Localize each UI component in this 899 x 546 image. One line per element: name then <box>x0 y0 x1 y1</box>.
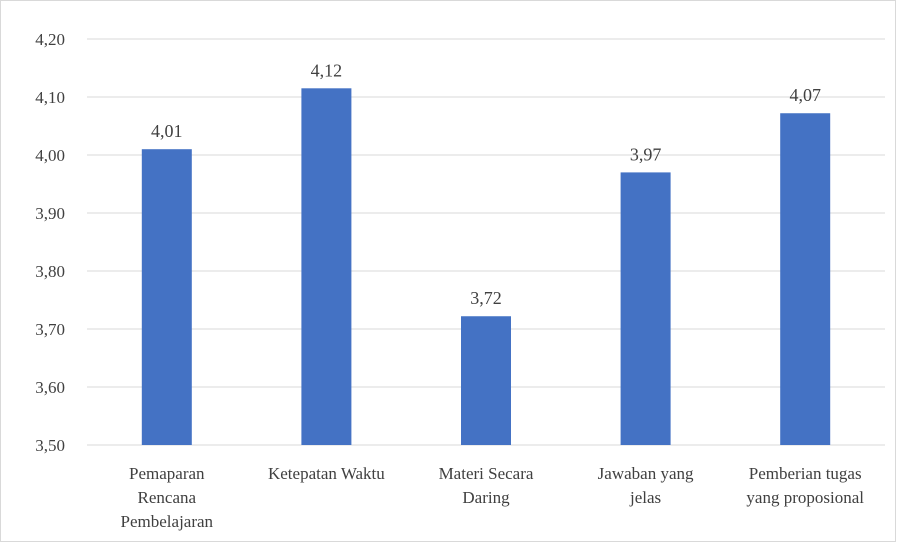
y-tick-label: 3,80 <box>35 262 65 281</box>
x-axis-labels: Pemaparan Rencana Pembelajaran Ketepatan Wa… <box>121 464 865 531</box>
data-labels: 4,01 4,12 3,72 3,97 4,07 <box>151 60 821 308</box>
bar-data-label: 4,07 <box>789 85 821 105</box>
y-tick-label: 4,10 <box>35 88 65 107</box>
bar-data-label: 4,12 <box>311 60 343 80</box>
x-category-label-line: yang proposional <box>746 488 864 507</box>
x-category-label-line: Materi Secara <box>439 464 534 483</box>
x-category-label-line: Jawaban yang <box>598 464 694 483</box>
x-category-label-line: Pemberian tugas <box>749 464 862 483</box>
y-tick-label: 3,50 <box>35 436 65 455</box>
bar <box>780 113 831 446</box>
x-category-label: Pemaparan Rencana Pembelajaran <box>121 464 214 531</box>
y-tick-label: 3,70 <box>35 320 65 339</box>
bar <box>461 316 511 445</box>
bar <box>141 149 192 445</box>
x-category-label: Pemberian tugas yang proposional <box>746 464 864 507</box>
bar-data-label: 4,01 <box>151 121 183 141</box>
x-category-label-line: Pemaparan <box>129 464 205 483</box>
x-category-label-line: jelas <box>629 488 661 507</box>
x-category-label: Jawaban yang jelas <box>598 464 694 507</box>
y-axis-labels: 3,50 3,60 3,70 3,80 3,90 4,00 4,10 4,20 <box>35 30 65 455</box>
x-category-label-line: Ketepatan Waktu <box>268 464 385 483</box>
bar-data-label: 3,72 <box>470 288 502 308</box>
x-category-label: Materi Secara Daring <box>439 464 534 507</box>
y-tick-label: 4,00 <box>35 146 65 165</box>
y-tick-label: 4,20 <box>35 30 65 49</box>
bar <box>301 88 352 446</box>
y-tick-label: 3,90 <box>35 204 65 223</box>
x-category-label: Ketepatan Waktu <box>268 464 385 483</box>
x-category-label-line: Pembelajaran <box>121 512 214 531</box>
x-category-label-line: Daring <box>462 488 510 507</box>
y-tick-label: 3,60 <box>35 378 65 397</box>
x-category-label-line: Rencana <box>138 488 197 507</box>
bar-data-label: 3,97 <box>630 144 662 164</box>
bar <box>620 172 671 445</box>
bars <box>141 88 831 446</box>
